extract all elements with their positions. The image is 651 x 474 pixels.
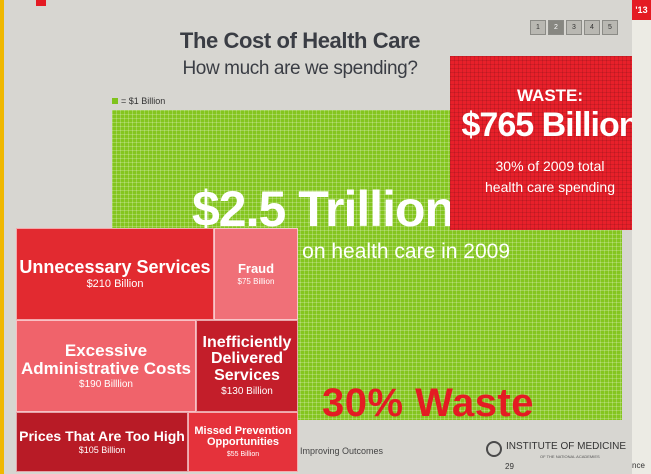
slide-pager: 1 2 3 4 5 [530, 20, 618, 35]
iom-name: INSTITUTE OF MEDICINE [506, 441, 626, 452]
cell-prices-too-high: Prices That Are Too High $105 Billion [16, 412, 188, 472]
cell-label-line1: Inefficiently [202, 333, 292, 351]
waste-desc-line1: 30% of 2009 total [495, 158, 605, 174]
cell-missed-prevention: Missed Prevention Opportunities $55 Bill… [188, 412, 298, 472]
cell-amount: $75 Billion [237, 276, 275, 286]
top-red-marker [36, 0, 46, 6]
waste-description: 30% of 2009 total health care spending [450, 156, 650, 198]
waste-label: WASTE: [516, 86, 584, 105]
right-panel: nce [632, 20, 651, 474]
iom-logo-icon [486, 441, 502, 457]
pager-button-2[interactable]: 2 [548, 20, 564, 35]
page-number: 29 [505, 462, 514, 471]
pager-button-1[interactable]: 1 [530, 20, 546, 35]
corner-badge: '13 [632, 0, 651, 20]
cell-administrative-costs: Excessive Administrative Costs $190 Bill… [16, 320, 196, 412]
cell-amount: $190 Billlion [79, 378, 133, 390]
total-description: on health care in 2009 [302, 240, 510, 263]
iom-subtitle: OF THE NATIONAL ACADEMIES [540, 454, 600, 459]
waste-callout: WASTE: $765 Billion 30% of 2009 total he… [450, 56, 650, 230]
cell-label-line2: Administrative Costs [20, 358, 192, 378]
pager-button-3[interactable]: 3 [566, 20, 582, 35]
legend-label: = $1 Billion [121, 96, 166, 106]
slide-subtitle: How much are we spending? [182, 58, 418, 79]
waste-desc-line2: health care spending [485, 179, 615, 195]
cell-inefficient-services: Inefficiently Delivered Services $130 Bi… [196, 320, 298, 412]
waste-treemap: Unnecessary Services $210 Billion Fraud … [16, 228, 298, 472]
cell-label-line1: Excessive [64, 340, 148, 360]
slide-title: The Cost of Health Care [179, 28, 421, 53]
cell-label-line1: Missed Prevention [194, 424, 292, 437]
cell-label: Prices That Are Too High [19, 427, 185, 444]
cell-label: Fraud [237, 260, 275, 276]
pager-button-4[interactable]: 4 [584, 20, 600, 35]
cell-label-line2: Delivered [210, 350, 284, 368]
cell-label-line2: Opportunities [206, 436, 280, 449]
frame-edge [0, 0, 4, 474]
waste-overlay-text: 30% Waste [322, 381, 534, 425]
cell-amount: $55 Billion [226, 450, 260, 458]
cell-label-line3: Services [214, 367, 280, 385]
pager-button-5[interactable]: 5 [602, 20, 618, 35]
legend-swatch [112, 98, 118, 104]
footer-improving: Improving Outcomes [300, 446, 384, 456]
partial-text: nce [632, 461, 645, 470]
cell-label: Unnecessary Services [19, 256, 211, 277]
total-amount: $2.5 Trillion [192, 181, 455, 237]
cell-amount: $210 Billion [86, 277, 144, 290]
cell-unnecessary-services: Unnecessary Services $210 Billion [16, 228, 214, 320]
cell-fraud: Fraud $75 Billion [214, 228, 298, 320]
waste-amount: $765 Billion [461, 106, 640, 144]
cell-amount: $130 Billion [221, 385, 273, 397]
cell-amount: $105 Billion [78, 444, 126, 455]
legend: = $1 Billion [112, 96, 165, 106]
